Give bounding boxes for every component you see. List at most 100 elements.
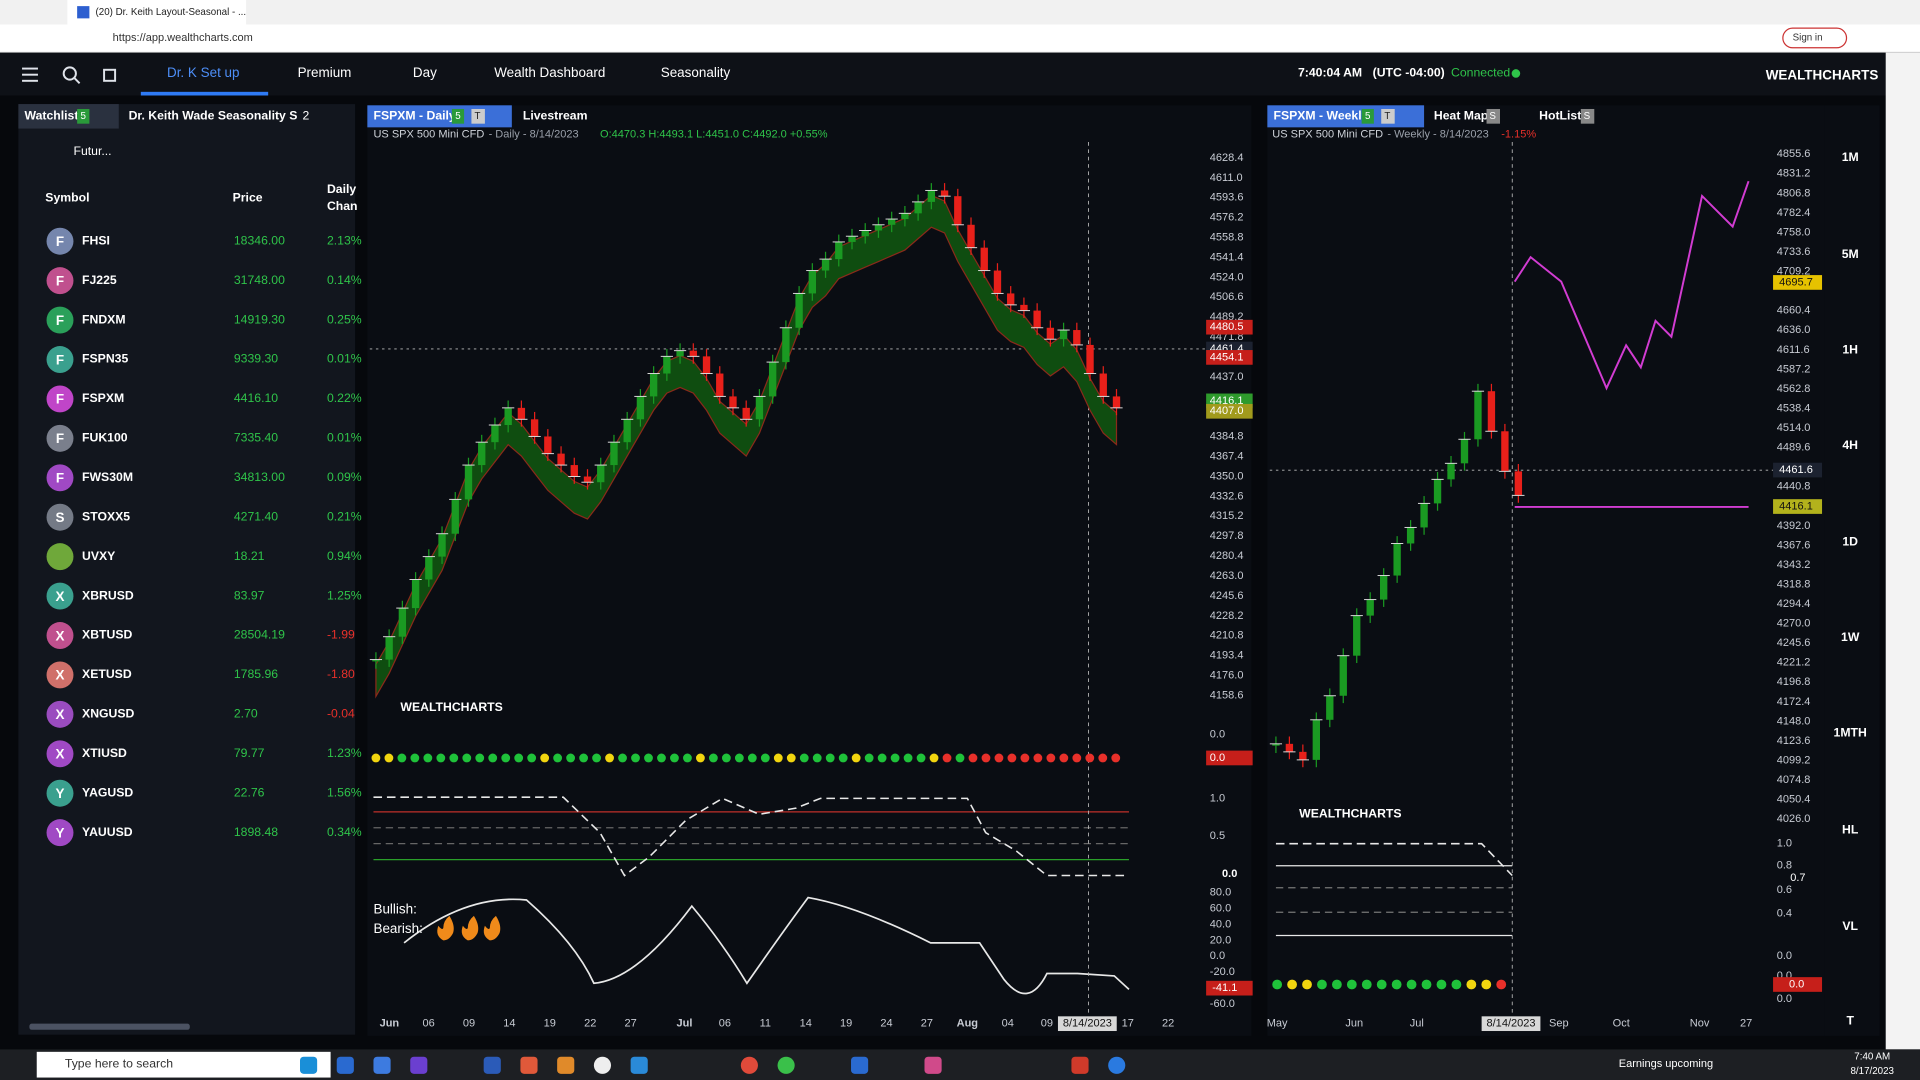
nav-item[interactable]: Dr. K Set up <box>167 65 240 80</box>
icon-letter: F <box>56 392 64 407</box>
price: 28504.19 <box>234 628 285 642</box>
chart-tab-label[interactable]: HotList <box>1539 109 1581 123</box>
watchlist-tab[interactable] <box>18 104 119 129</box>
nav-item[interactable]: Premium <box>298 65 352 80</box>
pane-tag-label: 0.0 <box>1789 978 1804 990</box>
signal-dot <box>657 753 666 763</box>
taskbar-search[interactable] <box>36 1051 331 1078</box>
signal-dot <box>955 753 965 763</box>
symbol[interactable]: STOXX5 <box>82 509 130 523</box>
symbol[interactable]: YAGUSD <box>82 785 133 799</box>
x-label: 24 <box>880 1018 892 1030</box>
timeframe-button[interactable]: 1M <box>1842 150 1859 164</box>
symbol[interactable]: FUK100 <box>82 431 128 445</box>
symbol[interactable]: FWS30M <box>82 470 133 484</box>
icon-letter: X <box>56 707 65 722</box>
symbol[interactable]: FJ225 <box>82 273 117 287</box>
timeframe-button[interactable]: 1MTH <box>1834 726 1867 740</box>
symbol[interactable]: XTIUSD <box>82 746 127 760</box>
price-label: 4263.0 <box>1210 570 1244 582</box>
timeframe-button[interactable]: 1W <box>1841 630 1860 644</box>
price-label: 4343.2 <box>1777 559 1811 571</box>
candle <box>967 224 975 248</box>
symbol[interactable]: XBTUSD <box>82 628 132 642</box>
candle <box>398 608 407 637</box>
price-label: 4210.8 <box>1210 630 1244 642</box>
watermark: WEALTHCHARTS <box>400 700 502 714</box>
nav-item[interactable]: Seasonality <box>661 65 731 80</box>
chart-tab-label[interactable]: FSPXM - Daily <box>373 109 455 123</box>
tab-icon <box>77 6 90 19</box>
signal-dot <box>1059 753 1069 763</box>
layout-name[interactable]: Dr. Keith Wade Seasonality S <box>129 109 298 123</box>
nav-item[interactable]: Wealth Dashboard <box>494 65 605 80</box>
timeframe-button[interactable]: VL <box>1842 919 1858 933</box>
search-box[interactable]: Type here to search <box>65 1056 173 1070</box>
symbol[interactable]: FSPN35 <box>82 352 128 366</box>
scrollbar[interactable] <box>29 1023 190 1030</box>
address-bar[interactable] <box>0 24 1920 52</box>
pane-label: 80.0 <box>1210 887 1231 899</box>
nav-icons[interactable] <box>22 66 117 84</box>
symbol[interactable]: FHSI <box>82 233 110 247</box>
candle <box>901 213 909 220</box>
pane-label: -60.0 <box>1210 998 1235 1010</box>
price-tag-label: 4416.1 <box>1779 500 1813 512</box>
price-label: 4367.6 <box>1777 539 1811 551</box>
timeframe-button[interactable]: HL <box>1842 822 1859 836</box>
candle <box>1285 743 1294 752</box>
timeframe-button[interactable]: 1H <box>1842 342 1858 356</box>
price-label: 4050.4 <box>1777 794 1811 806</box>
timeframe-button[interactable]: 4H <box>1842 438 1858 452</box>
filter[interactable]: Futur... <box>73 144 111 158</box>
nav-item[interactable]: Day <box>413 65 437 80</box>
layout-count: 2 <box>302 109 309 123</box>
change: -1.80 <box>327 667 355 681</box>
timeframe-button[interactable]: T <box>1846 1013 1854 1027</box>
x-label: 27 <box>624 1018 636 1030</box>
watchlist-tab-label[interactable]: Watchlist <box>24 109 78 123</box>
signal-dot <box>1406 979 1417 990</box>
flame-icon <box>437 915 454 941</box>
price-label: 4026.0 <box>1777 813 1811 825</box>
symbol[interactable]: FSPXM <box>82 391 124 405</box>
price: 34813.00 <box>234 470 285 484</box>
candle <box>1099 373 1107 397</box>
symbol[interactable]: YAUUSD <box>82 825 133 839</box>
timeframe-button[interactable]: 1D <box>1842 535 1858 549</box>
candle <box>1380 575 1388 600</box>
left-chart-panel <box>367 105 1252 1036</box>
sign-in-button[interactable] <box>1782 27 1848 49</box>
signal-dot <box>1272 979 1283 990</box>
candle <box>993 270 1002 294</box>
price-label: 4297.8 <box>1210 530 1244 542</box>
timeframe-button[interactable]: 5M <box>1842 247 1859 261</box>
candle <box>927 190 936 202</box>
instrument: US SPX 500 Mini CFD <box>373 129 484 141</box>
symbol[interactable]: XNGUSD <box>82 707 135 721</box>
url[interactable]: https://app.wealthcharts.com <box>113 32 253 44</box>
symbol[interactable]: XETUSD <box>82 667 132 681</box>
candle <box>1312 719 1320 760</box>
chart-tab-label[interactable]: Livestream <box>523 109 588 123</box>
candle <box>372 659 380 662</box>
price: 1785.96 <box>234 667 278 681</box>
browser-tab[interactable] <box>67 0 247 25</box>
symbol[interactable]: XBRUSD <box>82 588 134 602</box>
symbol[interactable]: UVXY <box>82 549 115 563</box>
chart-tab-label[interactable]: FSPXM - Weekly <box>1273 109 1368 123</box>
x-label: 17 <box>1122 1018 1134 1030</box>
symbol[interactable]: FNDXM <box>82 312 126 326</box>
badge <box>471 108 485 124</box>
symbol-icon <box>46 267 74 295</box>
news-widget[interactable]: Earnings upcoming <box>1619 1058 1713 1070</box>
chart-tab-label[interactable]: Heat Map <box>1434 109 1488 123</box>
sign-in[interactable]: Sign in <box>1793 33 1823 44</box>
price: 83.97 <box>234 588 265 602</box>
signal-dot <box>994 753 1004 763</box>
price-label: 4471.8 <box>1210 331 1244 343</box>
pane-label: 40.0 <box>1210 918 1231 930</box>
taskbar-icons[interactable] <box>300 1056 1126 1074</box>
change: 0.09% <box>327 470 362 484</box>
price-label: 4074.8 <box>1777 774 1811 786</box>
